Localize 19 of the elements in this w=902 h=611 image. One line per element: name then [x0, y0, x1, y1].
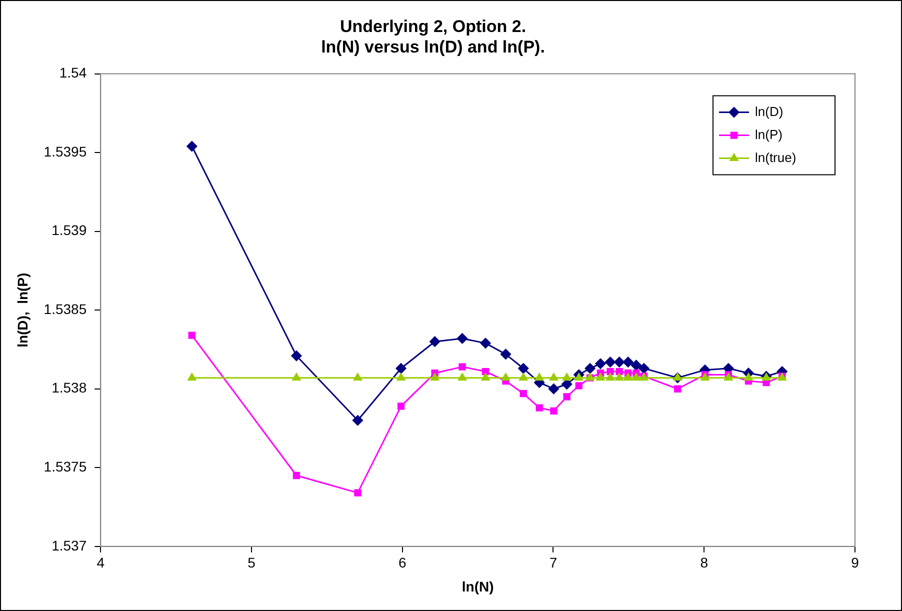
y-tick-label: 1.54 [59, 64, 87, 81]
x-axis-title: ln(N) [462, 578, 494, 594]
y-tick-label: 1.537 [52, 537, 87, 554]
x-tick-label: 6 [398, 554, 406, 571]
x-tick-label: 4 [96, 554, 105, 571]
y-axis-title: ln(D), ln(P) [14, 272, 30, 348]
y-tick-label: 1.538 [52, 380, 87, 396]
x-tick-label: 8 [700, 554, 708, 571]
legend-label: ln(D) [755, 104, 784, 119]
y-tick-label: 1.5395 [44, 143, 87, 160]
x-tick-label: 9 [851, 554, 860, 571]
y-tick-label: 1.539 [52, 222, 87, 238]
legend-label: ln(P) [755, 126, 782, 142]
legend-label: ln(true) [755, 150, 796, 165]
chart-title: Underlying 2, Option 2. ln(N) versus ln(D) and ln(P). [321, 16, 545, 56]
x-tick-label: 7 [549, 554, 558, 571]
y-tick-label: 1.5385 [44, 300, 87, 317]
x-tick-label: 5 [248, 554, 256, 571]
y-tick-label: 1.5375 [44, 458, 87, 474]
